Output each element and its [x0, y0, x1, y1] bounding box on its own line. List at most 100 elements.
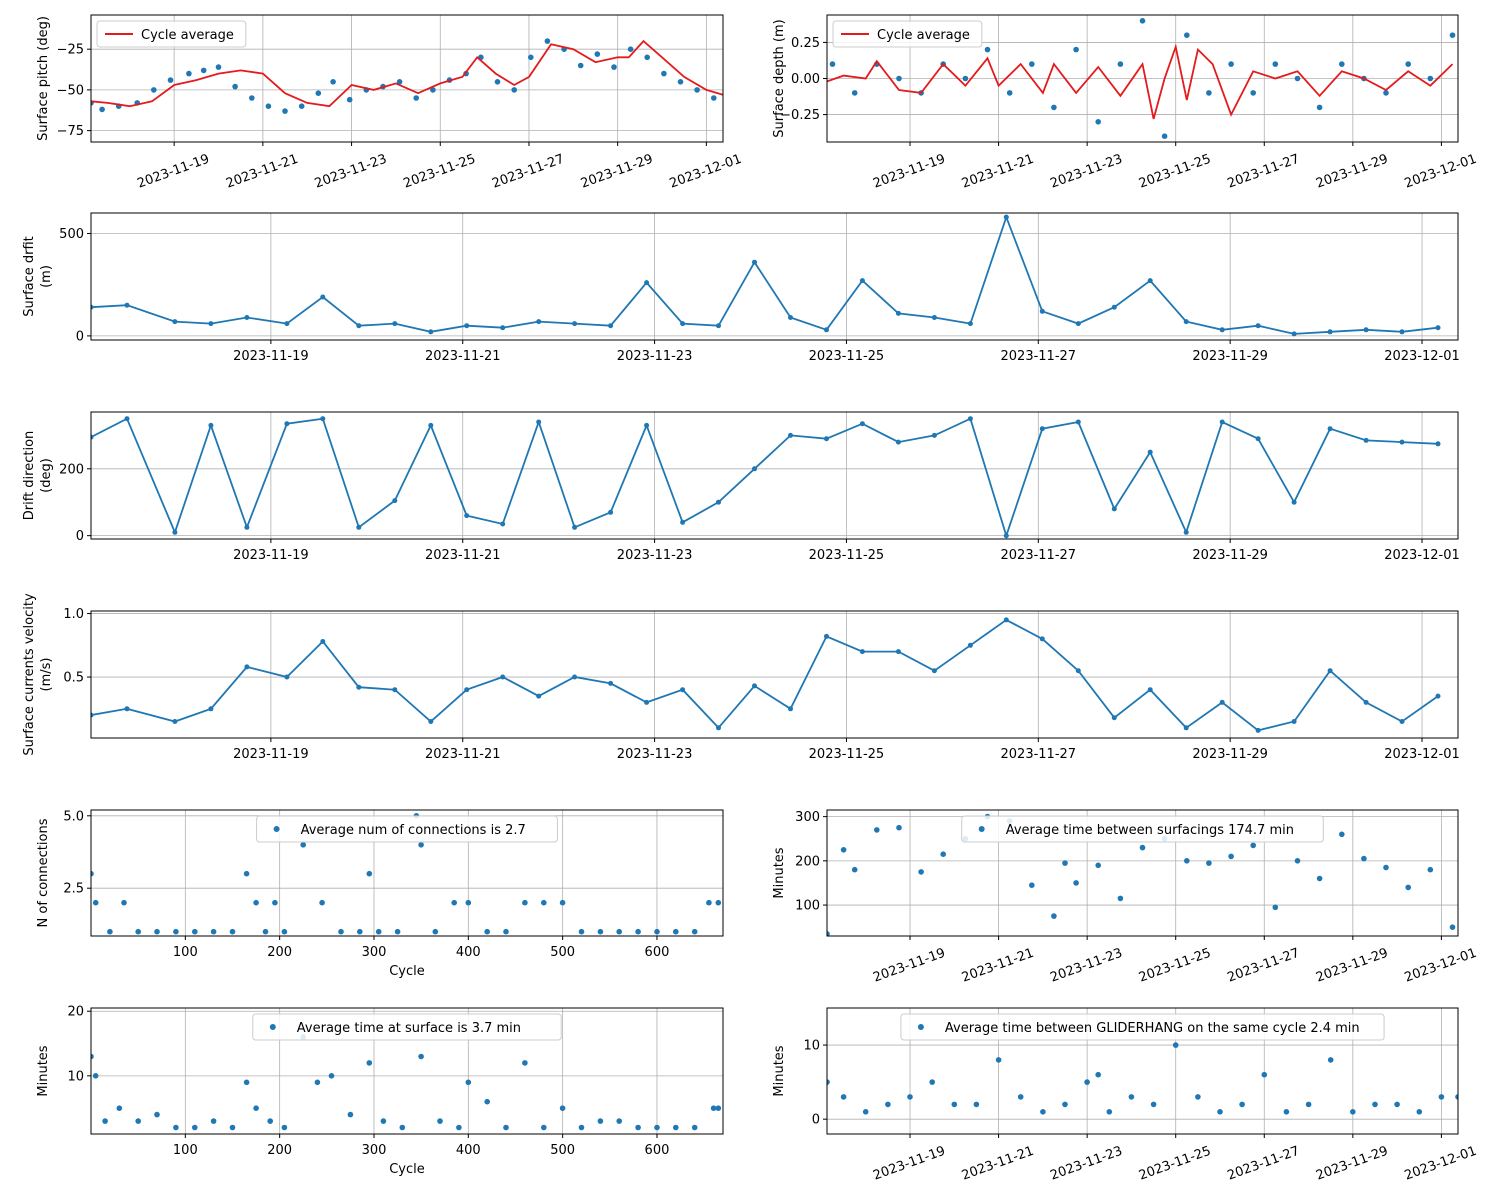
data-point	[544, 38, 551, 44]
y-tick-label: 200	[59, 462, 84, 477]
x-tick-label: 2023-12-01	[1403, 946, 1479, 986]
data-point	[92, 1073, 99, 1079]
data-point	[91, 1053, 94, 1060]
chart-connections: 100 200 300 400 500 600 2.5 5.0 N of connections…	[36, 809, 724, 979]
data-point	[392, 321, 398, 327]
data-point	[92, 899, 99, 906]
data-point	[135, 1118, 141, 1124]
data-point	[635, 1124, 641, 1131]
data-point	[522, 1060, 528, 1066]
data-point	[1039, 636, 1045, 642]
data-point	[1416, 1109, 1423, 1115]
y-tick-label: −50	[57, 83, 84, 98]
x-tick-label: 2023-11-25	[1137, 152, 1213, 192]
data-point	[716, 323, 721, 329]
data-point	[282, 108, 288, 114]
data-point	[244, 315, 250, 320]
data-point	[1075, 321, 1081, 327]
data-point	[895, 439, 901, 445]
legend-box	[900, 1013, 1385, 1041]
chart-pitch: 2023-11-19 2023-11-21 2023-11-23 2023-11-25…	[36, 14, 744, 192]
data-point	[597, 1118, 604, 1124]
data-point	[578, 1124, 585, 1131]
data-point	[1255, 727, 1261, 733]
data-point	[272, 899, 278, 906]
data-point	[1039, 426, 1045, 432]
data-point	[102, 1118, 108, 1124]
y-axis-label: (m)	[39, 265, 54, 288]
y-tick-label: 200	[795, 854, 820, 869]
data-point	[578, 928, 585, 935]
data-point	[962, 75, 969, 82]
data-point	[1117, 895, 1124, 902]
data-point	[1438, 1094, 1445, 1100]
data-point	[208, 422, 214, 428]
x-tick-label: 2023-11-29	[1314, 946, 1390, 986]
data-point	[503, 1124, 509, 1131]
data-point	[253, 1105, 259, 1111]
data-point	[715, 1105, 722, 1111]
data-point	[673, 1124, 679, 1131]
data-point	[1449, 32, 1456, 38]
data-point	[1427, 75, 1434, 82]
data-point	[1399, 439, 1405, 445]
x-tick-label: 2023-11-29	[1314, 152, 1390, 192]
plot-area	[91, 617, 1441, 733]
data-point	[1073, 880, 1079, 886]
data-point	[616, 1118, 622, 1124]
x-tick-label: 2023-11-21	[960, 152, 1036, 192]
legend-box	[256, 815, 558, 843]
data-point	[1183, 319, 1189, 325]
y-axis-label: Surface depth (m)	[772, 19, 787, 137]
legend-box	[961, 815, 1324, 843]
data-point	[1172, 1042, 1179, 1048]
data-point	[319, 899, 325, 906]
data-point	[1139, 18, 1146, 24]
legend-label: Average num of connections is 2.7	[301, 823, 526, 838]
x-tick-label: 200	[267, 1143, 292, 1158]
data-point	[1095, 119, 1101, 125]
data-point	[691, 1124, 698, 1131]
y-axis-label: (m/s)	[39, 658, 54, 692]
data-point	[1305, 1101, 1312, 1108]
x-tick-label: 500	[550, 1143, 575, 1158]
x-tick-label: 2023-11-27	[1001, 349, 1077, 364]
x-tick-label: 2023-12-01	[1403, 152, 1479, 192]
x-tick-label: 2023-11-25	[809, 548, 885, 563]
data-point	[594, 51, 601, 57]
data-point	[494, 79, 501, 85]
data-point	[611, 64, 617, 70]
data-point	[862, 1109, 869, 1115]
data-point	[1455, 1094, 1458, 1100]
data-point	[99, 106, 105, 113]
plot-area	[827, 1042, 1458, 1115]
x-tick-label: 2023-11-19	[135, 152, 211, 192]
data-point	[691, 928, 698, 935]
axes-frame	[826, 1007, 1459, 1135]
data-point	[399, 1124, 406, 1131]
data-point	[715, 899, 722, 906]
data-point	[1147, 449, 1153, 455]
plot-area	[91, 813, 722, 935]
data-point	[1339, 831, 1345, 838]
x-tick-label: 2023-11-23	[1048, 1144, 1124, 1184]
data-point	[627, 46, 634, 52]
data-point	[375, 928, 382, 935]
x-tick-label: 2023-12-01	[668, 152, 744, 192]
data-point	[984, 46, 991, 53]
data-point	[500, 674, 506, 680]
y-axis-label: Surface drfit	[22, 236, 37, 317]
data-point	[1363, 699, 1369, 705]
data-point	[1111, 715, 1117, 721]
data-point	[366, 870, 373, 877]
data-point	[931, 315, 937, 320]
data-point	[1029, 882, 1035, 888]
y-axis-label: Minutes	[772, 847, 787, 898]
data-point	[895, 310, 901, 316]
data-point	[1272, 61, 1279, 67]
data-point	[752, 466, 757, 472]
data-point	[644, 422, 650, 428]
axes-frame	[826, 809, 1459, 937]
data-point	[694, 87, 700, 93]
data-point	[885, 1101, 891, 1108]
